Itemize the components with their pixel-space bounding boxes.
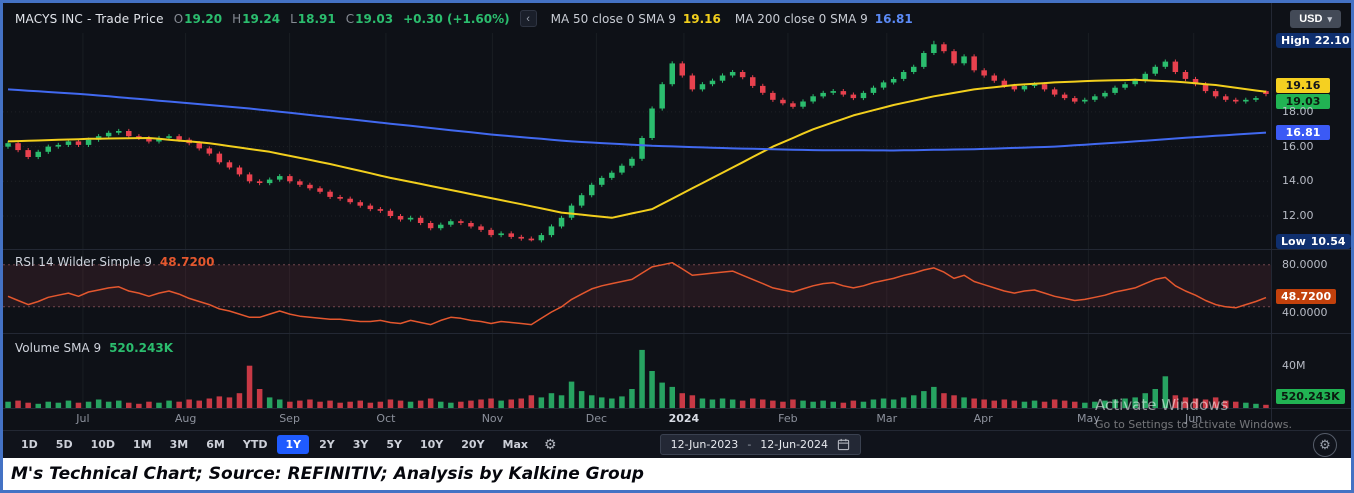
xaxis-label-mar: Mar	[876, 412, 898, 425]
price-chart[interactable]	[3, 33, 1271, 249]
calendar-icon	[837, 438, 850, 451]
caption-bar: M's Technical Chart; Source: REFINITIV; …	[3, 458, 1351, 490]
range-button-1y[interactable]: 1Y	[277, 435, 310, 454]
range-button-ytd[interactable]: YTD	[235, 435, 276, 454]
currency-selector[interactable]: USD ▾	[1290, 10, 1341, 28]
xaxis-label-jun: Jun	[1185, 412, 1203, 425]
range-button-3y[interactable]: 3Y	[345, 435, 377, 454]
caption-text: M's Technical Chart; Source: REFINITIV; …	[11, 464, 644, 484]
rsi-lower-tick: 40.0000	[1282, 306, 1328, 319]
toolbar: 1D 5D 10D 1M 3M 6M YTD 1Y 2Y 3Y 5Y 10Y 20Y Max ⚙ 12-J…	[3, 430, 1351, 458]
xaxis-label-dec: Dec	[585, 412, 608, 425]
xaxis-label-may: May	[1077, 412, 1100, 425]
ma200-price-badge: 16.81	[1276, 125, 1330, 140]
high-label: H	[232, 11, 242, 26]
xaxis-label-apr: Apr	[973, 412, 993, 425]
low-readout: L 18.91	[290, 12, 336, 26]
date-from[interactable]: 12-Jun-2023	[670, 438, 739, 451]
price-tick: 14.00	[1282, 174, 1314, 188]
last-price-badge: 19.03	[1276, 94, 1330, 109]
xaxis-label-2024: 2024	[668, 412, 700, 425]
high-value: 19.24	[242, 11, 281, 26]
volume-tick: 40M	[1282, 359, 1306, 372]
range-button-1d[interactable]: 1D	[13, 435, 46, 454]
xaxis-label-feb: Feb	[778, 412, 798, 425]
volume-chart[interactable]	[3, 334, 1271, 408]
low-badge-label: Low	[1281, 235, 1306, 248]
low-badge-value: 10.54	[1310, 235, 1346, 248]
chart-settings-gear-icon[interactable]: ⚙	[536, 436, 565, 453]
close-label: C	[345, 11, 355, 26]
volume-legend-label: Volume SMA 9	[15, 341, 102, 355]
ma50-legend[interactable]: MA 50 close 0 SMA 9 19.16	[551, 12, 721, 26]
close-value: 19.03	[355, 11, 394, 26]
ma50-legend-value: 19.16	[682, 11, 721, 26]
open-value: 19.20	[184, 11, 223, 26]
range-button-6m[interactable]: 6M	[198, 435, 233, 454]
rsi-value-badge: 48.7200	[1276, 289, 1337, 304]
volume-value-badge: 520.243K	[1276, 389, 1345, 404]
range-button-2y[interactable]: 2Y	[311, 435, 343, 454]
ma200-legend-value: 16.81	[874, 11, 913, 26]
pane-divider	[3, 408, 1351, 409]
range-button-3m[interactable]: 3M	[162, 435, 197, 454]
collapse-legend-button[interactable]: ‹	[519, 10, 537, 27]
price-axis[interactable]: High 22.10 19.16 19.03 16.81 Low 10.54 1…	[1271, 3, 1351, 430]
range-button-max[interactable]: Max	[495, 435, 536, 454]
xaxis-label-jul: Jul	[76, 412, 90, 425]
low-value: 18.91	[297, 11, 336, 26]
change-value: +0.30 (+1.60%)	[403, 11, 510, 26]
currency-label: USD	[1299, 13, 1323, 25]
range-button-1m[interactable]: 1M	[125, 435, 160, 454]
date-range-picker[interactable]: 12-Jun-2023 - 12-Jun-2024	[659, 434, 862, 455]
xaxis-label-sep: Sep	[279, 412, 300, 425]
date-separator: -	[747, 438, 752, 451]
range-button-5y[interactable]: 5Y	[378, 435, 410, 454]
range-button-10d[interactable]: 10D	[83, 435, 123, 454]
high-price-badge: High 22.10	[1276, 33, 1351, 48]
time-axis[interactable]: Jul Aug Sep Oct Nov Dec 2024 Feb Mar Apr May Jun	[3, 408, 1271, 430]
range-buttons: 1D 5D 10D 1M 3M 6M YTD 1Y 2Y 3Y 5Y 10Y 20Y Max	[13, 435, 536, 454]
price-tick: 18.00	[1282, 104, 1314, 118]
volume-legend: Volume SMA 9 520.243K	[15, 341, 173, 355]
price-tick: 12.00	[1282, 209, 1314, 223]
price-tick: 16.00	[1282, 139, 1314, 153]
high-badge-value: 22.10	[1314, 34, 1350, 47]
date-to[interactable]: 12-Jun-2024	[760, 438, 829, 451]
range-button-20y[interactable]: 20Y	[453, 435, 492, 454]
low-price-badge: Low 10.54	[1276, 234, 1351, 249]
rsi-legend-label: RSI 14 Wilder Simple 9	[15, 255, 152, 269]
ma50-price-badge: 19.16	[1276, 78, 1330, 93]
pane-divider	[3, 333, 1351, 334]
symbol-title: MACYS INC - Trade Price	[15, 11, 164, 26]
ma200-legend-label: MA 200 close 0 SMA 9	[734, 11, 868, 26]
rsi-upper-tick: 80.0000	[1282, 258, 1328, 271]
range-button-10y[interactable]: 10Y	[412, 435, 451, 454]
low-label: L	[290, 11, 297, 26]
settings-fab-gear-icon[interactable]: ⚙	[1313, 432, 1337, 457]
high-badge-label: High	[1281, 34, 1310, 47]
xaxis-label-oct: Oct	[376, 412, 396, 425]
range-button-5d[interactable]: 5D	[48, 435, 81, 454]
xaxis-label-nov: Nov	[481, 412, 504, 425]
close-readout: C 19.03	[346, 12, 393, 26]
open-readout: O 19.20	[174, 12, 222, 26]
rsi-legend-value: 48.7200	[159, 255, 215, 269]
pane-divider	[3, 249, 1351, 250]
xaxis-label-aug: Aug	[174, 412, 197, 425]
ma50-legend-label: MA 50 close 0 SMA 9	[550, 11, 676, 26]
rsi-legend: RSI 14 Wilder Simple 9 48.7200	[15, 255, 215, 269]
ma200-legend[interactable]: MA 200 close 0 SMA 9 16.81	[735, 12, 913, 26]
caret-down-icon: ▾	[1327, 13, 1332, 24]
rsi-chart[interactable]	[3, 249, 1271, 333]
volume-legend-value: 520.243K	[109, 341, 174, 355]
open-label: O	[173, 11, 184, 26]
high-readout: H 19.24	[232, 12, 280, 26]
